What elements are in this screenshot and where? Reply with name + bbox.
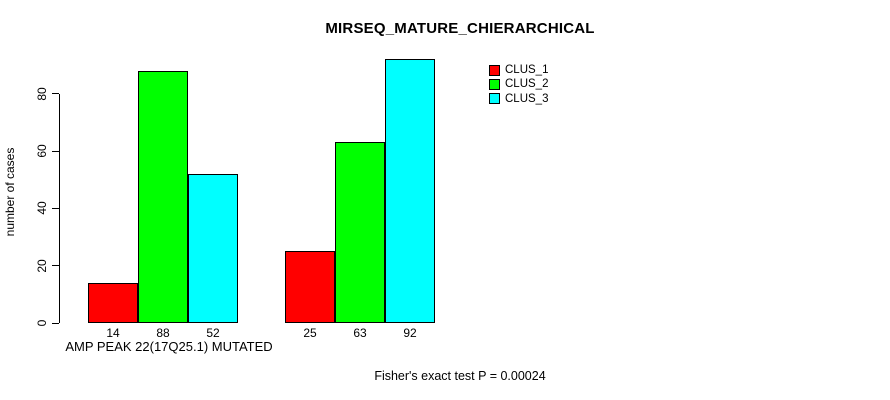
legend: CLUS_1 CLUS_2 CLUS_3 (489, 63, 548, 106)
y-axis-tick-label: 80 (35, 87, 49, 101)
bar-value-label: 52 (206, 326, 220, 340)
bar-clus_3-group1 (188, 174, 238, 323)
legend-swatch-icon (489, 78, 500, 90)
bar-clus_3-group2 (385, 59, 435, 323)
legend-label: CLUS_3 (505, 92, 549, 105)
bar-value-label: 25 (303, 326, 317, 340)
y-axis-tick (52, 150, 59, 152)
y-axis-tick (52, 265, 59, 267)
bar-value-label: 92 (403, 326, 417, 340)
bar-value-label: 14 (106, 326, 120, 340)
y-axis-tick-label: 40 (35, 201, 49, 216)
bar-clus_2-group2 (335, 142, 385, 323)
legend-label: CLUS_1 (505, 64, 549, 77)
y-axis-line (59, 94, 60, 323)
x-axis-label: AMP PEAK 22(17Q25.1) MUTATED (65, 339, 273, 354)
bar-clus_1-group2 (285, 251, 335, 323)
bar-clus_2-group1 (138, 70, 188, 323)
legend-item-clus_3: CLUS_3 (489, 92, 548, 106)
legend-item-clus_2: CLUS_2 (489, 77, 548, 91)
legend-swatch-icon (489, 93, 500, 105)
bar-value-label: 63 (353, 326, 367, 340)
legend-swatch-icon (489, 64, 500, 76)
y-axis-tick-label: 20 (35, 259, 49, 273)
chart-title: MIRSEQ_MATURE_CHIERARCHICAL (325, 20, 595, 37)
y-axis-tick (52, 322, 59, 324)
bar-clus_1-group1 (88, 282, 138, 323)
fisher-test-note: Fisher's exact test P = 0.00024 (374, 369, 546, 383)
y-axis-tick-label: 60 (35, 144, 49, 158)
bar-value-label: 88 (156, 326, 170, 340)
y-axis-tick (52, 207, 59, 209)
y-axis-tick (52, 93, 59, 95)
legend-label: CLUS_2 (505, 78, 549, 91)
y-axis-tick-label: 0 (35, 319, 49, 327)
legend-item-clus_1: CLUS_1 (489, 63, 548, 77)
y-axis-title: number of cases (3, 147, 17, 237)
